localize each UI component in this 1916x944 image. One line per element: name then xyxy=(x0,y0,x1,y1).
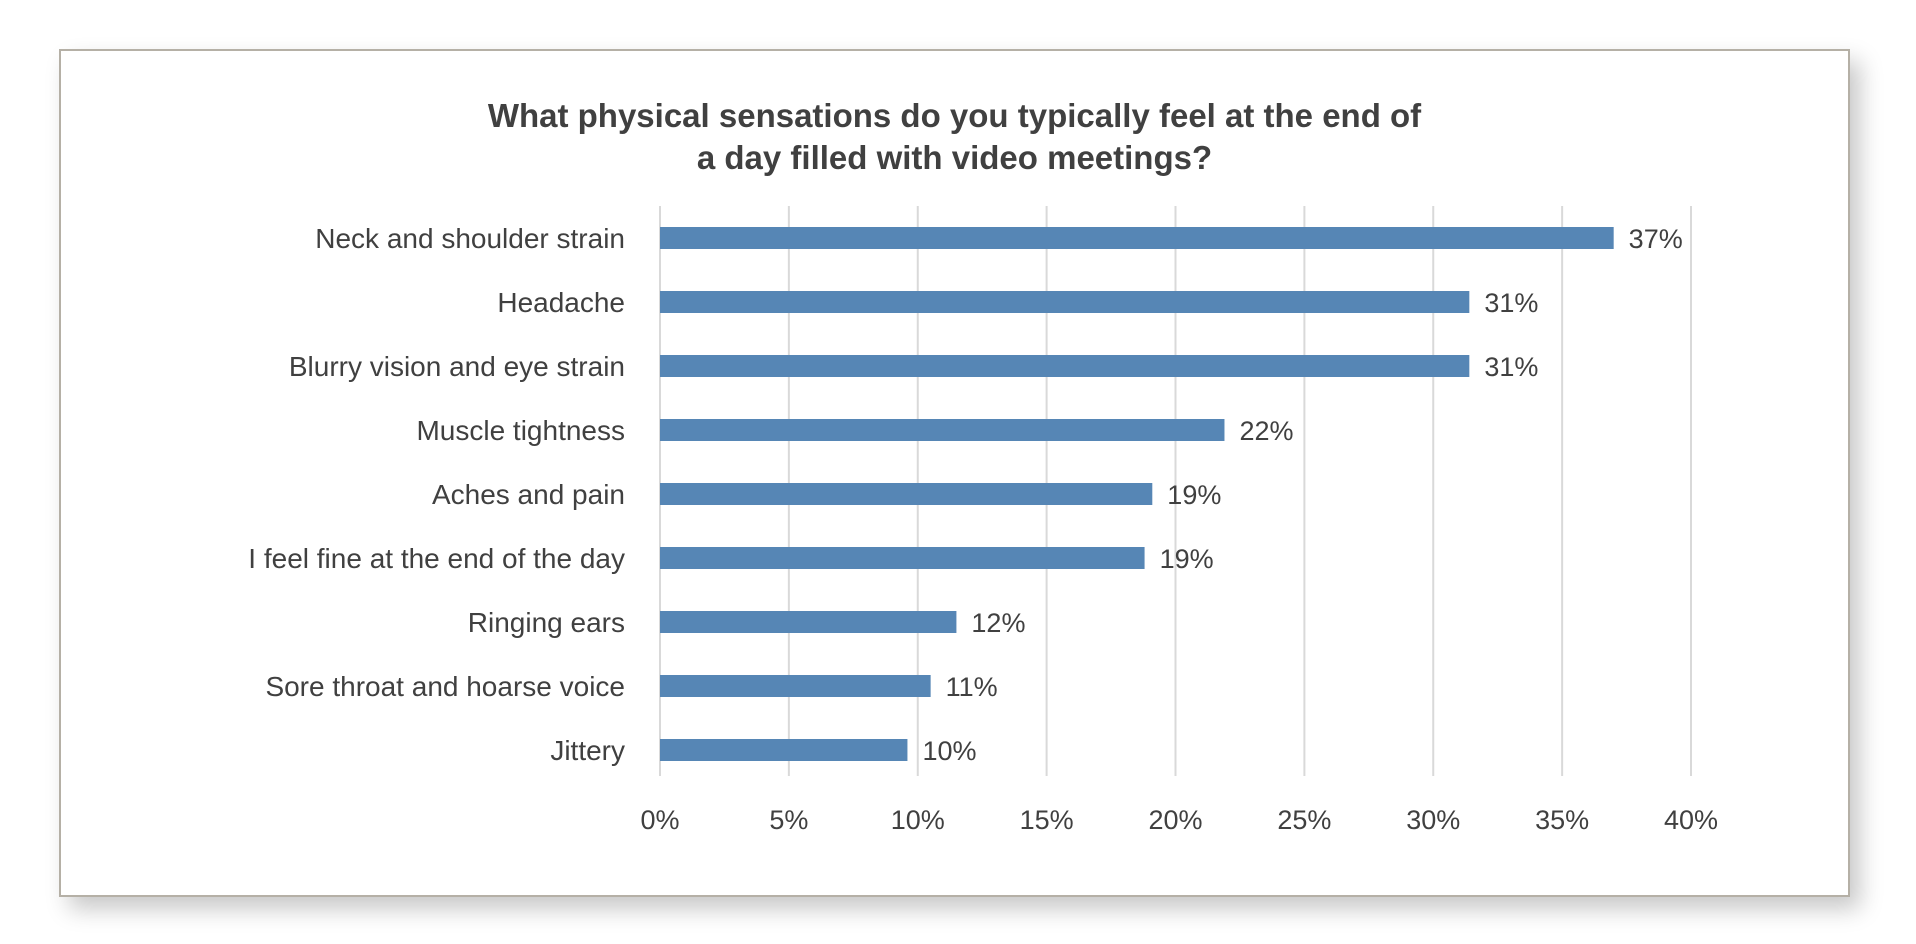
bar-2 xyxy=(660,355,1470,377)
data-label: 19% xyxy=(1167,480,1221,510)
bar-6 xyxy=(660,611,957,633)
data-label: 31% xyxy=(1484,352,1538,382)
category-label: Muscle tightness xyxy=(416,415,625,446)
x-tick-label: 5% xyxy=(769,805,808,835)
bar-3 xyxy=(660,419,1225,441)
bar-chart-plot: 0% 5% 10% 15% 20% 25% 30% 35% 40% Neck and should… xyxy=(248,206,1718,835)
bar-7 xyxy=(660,675,931,697)
data-label: 12% xyxy=(971,608,1025,638)
category-label: Ringing ears xyxy=(468,607,625,638)
bar-0 xyxy=(660,227,1614,249)
category-label: Aches and pain xyxy=(432,479,625,510)
data-label: 19% xyxy=(1160,544,1214,574)
data-label: 37% xyxy=(1629,224,1683,254)
x-tick-label: 30% xyxy=(1406,805,1460,835)
x-tick-label: 40% xyxy=(1664,805,1718,835)
x-tick-label: 15% xyxy=(1020,805,1074,835)
x-tick-label: 35% xyxy=(1535,805,1589,835)
data-label: 10% xyxy=(922,736,976,766)
category-label: Neck and shoulder strain xyxy=(315,223,625,254)
data-label: 22% xyxy=(1239,416,1293,446)
category-label: Blurry vision and eye strain xyxy=(289,351,625,382)
category-label: I feel fine at the end of the day xyxy=(248,543,625,574)
data-label: 11% xyxy=(946,672,998,702)
bar-4 xyxy=(660,483,1153,505)
chart-title: What physical sensations do you typicall… xyxy=(61,95,1848,179)
chart-title-line-1: What physical sensations do you typicall… xyxy=(487,97,1422,134)
bar-8 xyxy=(660,739,908,761)
category-label: Jittery xyxy=(550,735,625,766)
data-label: 31% xyxy=(1484,288,1538,318)
bar-5 xyxy=(660,547,1145,569)
chart-frame: What physical sensations do you typicall… xyxy=(59,49,1850,897)
category-label: Sore throat and hoarse voice xyxy=(265,671,625,702)
x-tick-label: 25% xyxy=(1277,805,1331,835)
bar-1 xyxy=(660,291,1470,313)
x-tick-label: 0% xyxy=(640,805,679,835)
x-tick-label: 10% xyxy=(891,805,945,835)
x-tick-label: 20% xyxy=(1148,805,1202,835)
category-label: Headache xyxy=(497,287,625,318)
chart-title-line-2: a day filled with video meetings? xyxy=(696,139,1213,176)
